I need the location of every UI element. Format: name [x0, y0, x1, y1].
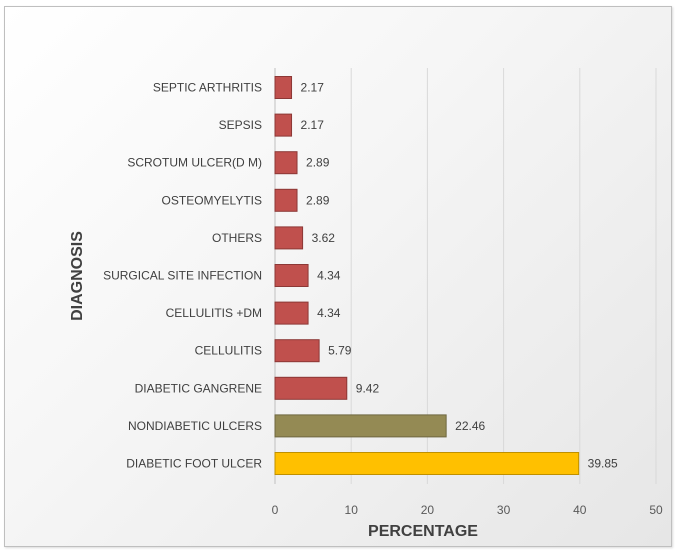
bar	[274, 113, 293, 137]
bar	[274, 301, 309, 325]
data-label: 5.79	[328, 344, 352, 358]
x-tick-label: 0	[272, 503, 279, 517]
bar	[274, 226, 304, 250]
data-label: 9.42	[356, 381, 380, 395]
category-label: SEPSIS	[219, 118, 262, 132]
data-label: 4.34	[317, 306, 341, 320]
x-tick-label: 10	[345, 503, 359, 517]
data-label: 39.85	[588, 457, 618, 471]
x-tick-label: 20	[421, 503, 435, 517]
category-label: SURGICAL SITE INFECTION	[103, 269, 262, 283]
category-label: SCROTUM ULCER(D M)	[127, 156, 262, 170]
category-label: DIABETIC FOOT ULCER	[126, 457, 262, 471]
category-label: CELLULITIS +DM	[166, 306, 262, 320]
bar	[274, 188, 298, 212]
category-label: NONDIABETIC ULCERS	[128, 419, 262, 433]
x-tick-label: 50	[649, 503, 663, 517]
bar	[274, 76, 293, 99]
bar	[274, 452, 580, 475]
x-tick-label: 30	[497, 503, 511, 517]
category-label: CELLULITIS	[195, 344, 262, 358]
category-label: OTHERS	[212, 231, 262, 245]
bar	[274, 339, 320, 363]
bar	[274, 151, 298, 175]
data-label: 3.62	[312, 231, 336, 245]
x-tick-label: 40	[573, 503, 587, 517]
bar	[274, 264, 309, 287]
data-label: 2.89	[306, 156, 330, 170]
category-label: DIABETIC GANGRENE	[135, 381, 262, 395]
data-label: 2.89	[306, 193, 330, 207]
category-label: SEPTIC ARTHRITIS	[153, 81, 262, 95]
data-label: 2.17	[301, 118, 325, 132]
category-label: OSTEOMYELYTIS	[162, 193, 262, 207]
y-axis-title: DIAGNOSIS	[69, 231, 86, 321]
data-label: 4.34	[317, 269, 341, 283]
x-axis-title: PERCENTAGE	[368, 523, 478, 540]
bar	[274, 376, 348, 400]
data-label: 22.46	[455, 419, 485, 433]
data-label: 2.17	[301, 81, 325, 95]
bar	[274, 414, 447, 438]
